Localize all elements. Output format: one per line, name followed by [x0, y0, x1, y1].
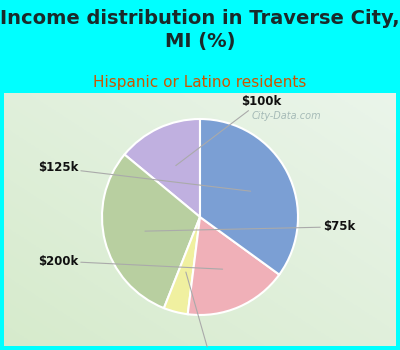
Text: City-Data.com: City-Data.com	[252, 111, 321, 120]
Text: $75k: $75k	[145, 220, 355, 233]
Wedge shape	[102, 155, 200, 308]
Wedge shape	[200, 119, 298, 275]
Text: $50k: $50k	[186, 272, 226, 350]
Text: $100k: $100k	[176, 95, 281, 166]
Text: Hispanic or Latino residents: Hispanic or Latino residents	[93, 75, 307, 90]
Wedge shape	[164, 217, 200, 314]
Wedge shape	[188, 217, 279, 315]
Text: $200k: $200k	[38, 254, 222, 269]
Wedge shape	[124, 119, 200, 217]
Text: $125k: $125k	[38, 161, 251, 191]
Text: Income distribution in Traverse City,
MI (%): Income distribution in Traverse City, MI…	[0, 9, 400, 51]
